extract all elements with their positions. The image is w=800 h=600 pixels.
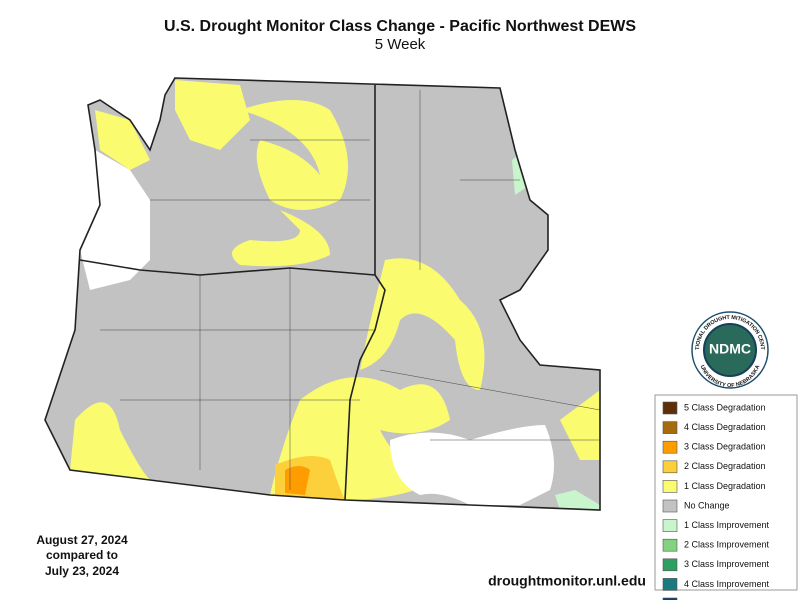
legend-swatch	[662, 519, 678, 532]
title: U.S. Drought Monitor Class Change - Paci…	[164, 18, 636, 35]
map	[44, 77, 601, 511]
legend-label: No Change	[684, 500, 730, 510]
legend-label: 5 Class Improvement	[684, 598, 770, 600]
legend-swatch	[662, 421, 678, 434]
legend-swatch	[662, 480, 678, 493]
legend-swatch	[662, 499, 678, 513]
legend-box	[654, 394, 798, 591]
region-border	[44, 77, 601, 511]
improvement-area	[555, 490, 600, 510]
date-current: August 27, 2024	[36, 533, 128, 547]
legend-label: 2 Class Improvement	[684, 540, 770, 550]
degradation-area	[360, 258, 485, 390]
subtitle: 5 Week	[375, 36, 426, 53]
no-change-area	[45, 78, 600, 510]
logo-name: NDMC	[709, 341, 751, 357]
legend-label: 4 Class Improvement	[684, 579, 770, 589]
legend-label: 1 Class Improvement	[684, 520, 770, 530]
degradation-area	[175, 80, 250, 150]
county-lines	[100, 90, 600, 490]
legend-label: 2 Class Degradation	[684, 461, 766, 471]
date-compared: compared to	[46, 548, 118, 562]
degradation-area	[240, 100, 348, 210]
logo-core	[703, 323, 757, 377]
legend-swatch	[662, 538, 678, 552]
date-previous: July 23, 2024	[45, 564, 119, 578]
legend-label: 3 Class Degradation	[684, 442, 766, 452]
legend-swatch	[662, 578, 678, 591]
legend: 5 Class Degradation 4 Class Degradation 3 …	[654, 394, 798, 600]
legend-label: 4 Class Degradation	[684, 422, 766, 432]
legend-swatch	[662, 440, 678, 454]
legend-swatch	[662, 460, 678, 474]
legend-swatch	[662, 558, 678, 572]
legend-swatch	[662, 401, 678, 415]
no-data-area	[390, 425, 554, 505]
source-url: droughtmonitor.unl.edu	[488, 573, 646, 589]
degradation-area	[232, 210, 330, 267]
degradation-area	[560, 390, 600, 460]
degradation-area	[95, 110, 150, 170]
degradation-area	[285, 466, 310, 495]
legend-label: 1 Class Degradation	[684, 481, 766, 491]
state-borders	[79, 85, 386, 501]
degradation-area	[70, 402, 150, 480]
legend-swatch	[662, 597, 678, 600]
legend-label: 3 Class Improvement	[684, 559, 770, 569]
no-data-area	[80, 150, 150, 290]
legend-label: 5 Class Degradation	[684, 402, 766, 412]
